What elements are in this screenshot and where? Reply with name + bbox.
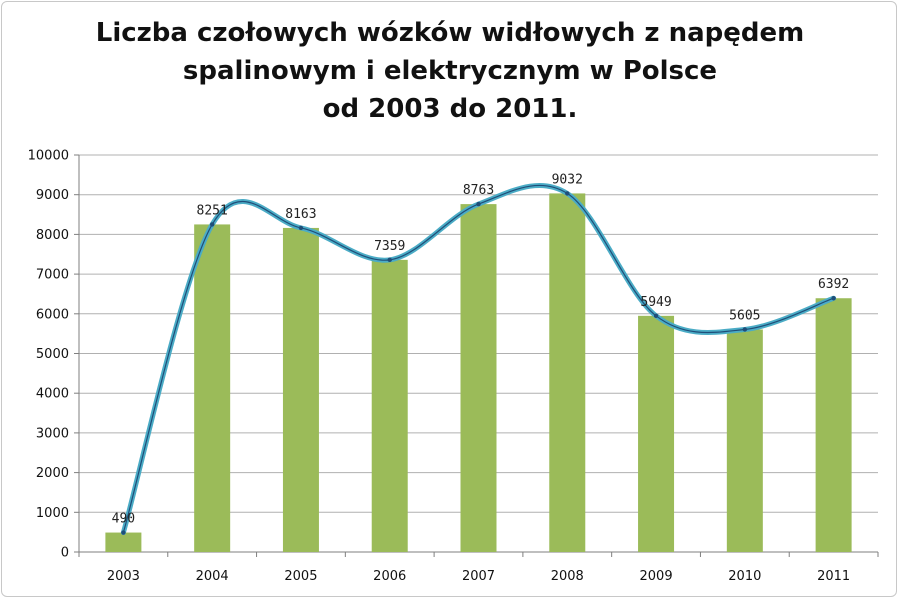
data-label: 7359	[374, 239, 405, 254]
y-tick-label: 4000	[36, 387, 69, 402]
data-label: 8163	[285, 207, 316, 222]
data-point	[298, 225, 304, 231]
data-label: 5949	[640, 295, 671, 310]
data-label: 5605	[729, 308, 760, 323]
data-point	[121, 530, 126, 535]
x-tick-label: 2003	[107, 569, 140, 584]
bar	[105, 532, 142, 552]
bar	[371, 259, 408, 552]
data-label: 8763	[463, 183, 494, 198]
bar	[282, 227, 319, 552]
chart-title-line-3: od 2003 do 2011.	[322, 94, 578, 124]
y-tick-label: 0	[61, 546, 69, 561]
bar	[815, 298, 852, 552]
x-tick-label: 2006	[373, 569, 406, 584]
chart-title-line-1: Liczba czołowych wózków widłowych z napę…	[95, 18, 805, 48]
data-point	[653, 313, 659, 319]
y-tick-label: 2000	[36, 466, 69, 481]
x-tick-label: 2009	[640, 569, 673, 584]
bar	[549, 193, 586, 552]
data-point	[476, 201, 481, 207]
x-tick-label: 2005	[284, 569, 317, 584]
data-label: 6392	[818, 277, 849, 292]
y-tick-label: 7000	[36, 268, 69, 283]
x-tick-label: 2004	[196, 569, 229, 584]
bar	[460, 204, 497, 553]
x-tick-label: 2008	[551, 569, 584, 584]
data-point	[209, 222, 215, 227]
y-tick-label: 5000	[36, 347, 69, 362]
bar	[726, 329, 763, 552]
bar	[638, 315, 675, 552]
y-tick-label: 8000	[36, 228, 69, 243]
data-label: 9032	[552, 172, 583, 187]
chart-title: Liczba czołowych wózków widłowych z napę…	[0, 14, 900, 128]
y-tick-label: 10000	[28, 149, 69, 164]
y-tick-label: 3000	[36, 426, 69, 441]
y-tick-label: 6000	[36, 307, 69, 322]
bar	[194, 224, 231, 552]
data-point	[387, 257, 392, 263]
y-tick-label: 1000	[36, 506, 69, 521]
y-tick-label: 9000	[36, 188, 69, 203]
data-label: 490	[112, 512, 135, 527]
x-tick-label: 2007	[462, 569, 495, 584]
x-tick-label: 2011	[817, 569, 850, 584]
data-point	[831, 296, 836, 301]
data-point	[565, 191, 570, 196]
data-label: 8251	[197, 203, 228, 218]
chart-title-line-2: spalinowym i elektrycznym w Polsce	[182, 56, 718, 86]
data-point	[742, 327, 748, 332]
x-tick-label: 2010	[728, 569, 761, 584]
